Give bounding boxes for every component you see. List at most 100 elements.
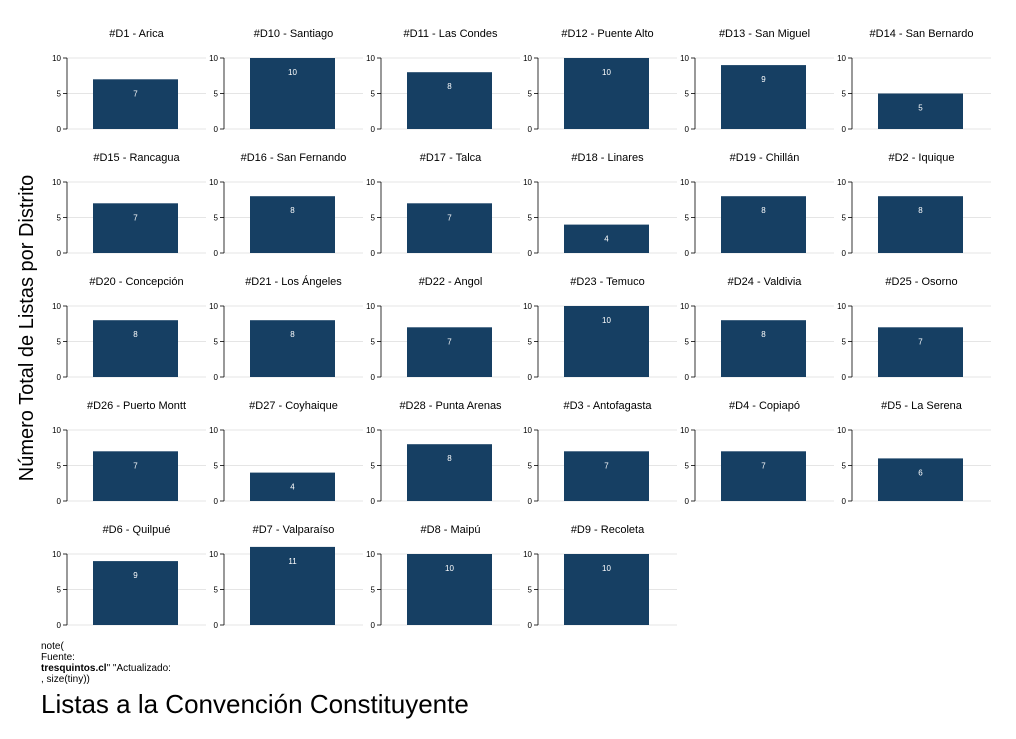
y-tick-label: 0 [371,497,376,506]
y-tick-label: 5 [528,90,533,99]
y-tick-label: 0 [57,373,62,382]
y-tick-label: 5 [528,462,533,471]
panel: #D21 - Los Ángeles 0 5 10 8 [209,275,363,382]
y-tick-label: 0 [371,125,376,134]
panel: #D28 - Punta Arenas 0 5 10 8 [366,400,520,506]
bar [250,320,335,377]
panel-title: #D23 - Temuco [570,276,644,288]
bar-label: 8 [290,330,295,339]
y-tick-label: 10 [680,302,689,311]
y-tick-label: 10 [837,178,846,187]
note-line-2: Fuente: [41,652,75,663]
panel-title: #D2 - Iquique [888,152,954,164]
bar-label: 7 [133,213,138,222]
bar-label: 7 [918,337,923,346]
bar [878,327,963,377]
bar-label: 7 [447,337,452,346]
y-tick-label: 10 [52,54,61,63]
bar [564,554,649,625]
panel-title: #D15 - Rancagua [93,152,180,164]
bar-label: 8 [918,206,923,215]
bar-label: 10 [602,316,611,325]
y-tick-label: 10 [680,178,689,187]
y-tick-label: 10 [52,550,61,559]
note-line-4: , size(tiny)) [41,674,90,685]
panel-title: #D9 - Recoleta [571,524,645,536]
y-tick-label: 5 [214,90,219,99]
y-tick-label: 10 [209,302,218,311]
panel: #D1 - Arica 0 5 10 7 [52,28,206,134]
y-tick-label: 5 [842,338,847,347]
y-tick-label: 5 [842,214,847,223]
y-tick-label: 0 [371,621,376,630]
panel-title: #D1 - Arica [109,28,164,40]
y-tick-label: 0 [842,249,847,258]
y-tick-label: 5 [685,90,690,99]
bar [93,320,178,377]
y-tick-label: 10 [366,426,375,435]
bar-label: 11 [288,557,297,566]
y-tick-label: 5 [371,214,376,223]
panel: #D25 - Osorno 0 5 10 7 [837,276,991,382]
y-tick-label: 10 [523,550,532,559]
bar-label: 8 [290,206,295,215]
bar [878,458,963,501]
y-tick-label: 0 [57,621,62,630]
panel-title: #D14 - San Bernardo [870,28,974,40]
panel-title: #D6 - Quilpué [103,524,171,536]
y-tick-label: 5 [371,462,376,471]
y-tick-label: 5 [371,586,376,595]
bar [250,472,335,501]
y-tick-label: 0 [57,249,62,258]
bar [93,561,178,625]
y-tick-label: 0 [371,373,376,382]
y-tick-label: 10 [837,54,846,63]
y-tick-label: 10 [366,178,375,187]
bar [250,196,335,253]
bar-label: 7 [133,461,138,470]
panel: #D20 - Concepción 0 5 10 8 [52,276,206,382]
bar [564,224,649,253]
y-tick-label: 10 [209,426,218,435]
panel: #D6 - Quilpué 0 5 10 9 [52,524,206,630]
y-tick-label: 5 [528,214,533,223]
bar-label: 8 [447,454,452,463]
panel-title: #D8 - Maipú [421,524,481,536]
panel-title: #D4 - Copiapó [729,400,800,412]
bar [250,58,335,129]
bar-label: 9 [133,571,138,580]
y-tick-label: 10 [209,54,218,63]
panel: #D8 - Maipú 0 5 10 10 [366,524,520,630]
y-tick-label: 10 [523,302,532,311]
panel-title: #D21 - Los Ángeles [245,275,342,288]
bar-label: 7 [447,213,452,222]
bar-label: 10 [445,564,454,573]
bar-label: 7 [604,461,609,470]
panel: #D9 - Recoleta 0 5 10 10 [523,524,677,630]
panel-title: #D22 - Angol [419,276,483,288]
panel: #D3 - Antofagasta 0 5 10 7 [523,400,677,506]
panel-title: #D13 - San Miguel [719,28,810,40]
y-tick-label: 0 [685,373,690,382]
y-axis-label: Número Total de Listas por Distrito [16,175,38,481]
y-tick-label: 10 [837,302,846,311]
panel: #D11 - Las Condes 0 5 10 8 [366,28,520,134]
y-tick-label: 0 [685,125,690,134]
bar [564,451,649,501]
y-tick-label: 0 [685,249,690,258]
y-tick-label: 0 [528,621,533,630]
y-tick-label: 10 [52,426,61,435]
bar [564,306,649,377]
bar-label: 7 [761,461,766,470]
panel: #D13 - San Miguel 0 5 10 9 [680,28,834,134]
bar-label: 5 [918,104,923,113]
y-tick-label: 5 [57,586,62,595]
y-tick-label: 0 [842,497,847,506]
panel-title: #D25 - Osorno [885,276,957,288]
chart-title: Listas a la Convención Constituyente [41,689,469,719]
bar-label: 8 [447,82,452,91]
y-tick-label: 0 [842,125,847,134]
bar [407,72,492,129]
y-tick-label: 0 [214,373,219,382]
